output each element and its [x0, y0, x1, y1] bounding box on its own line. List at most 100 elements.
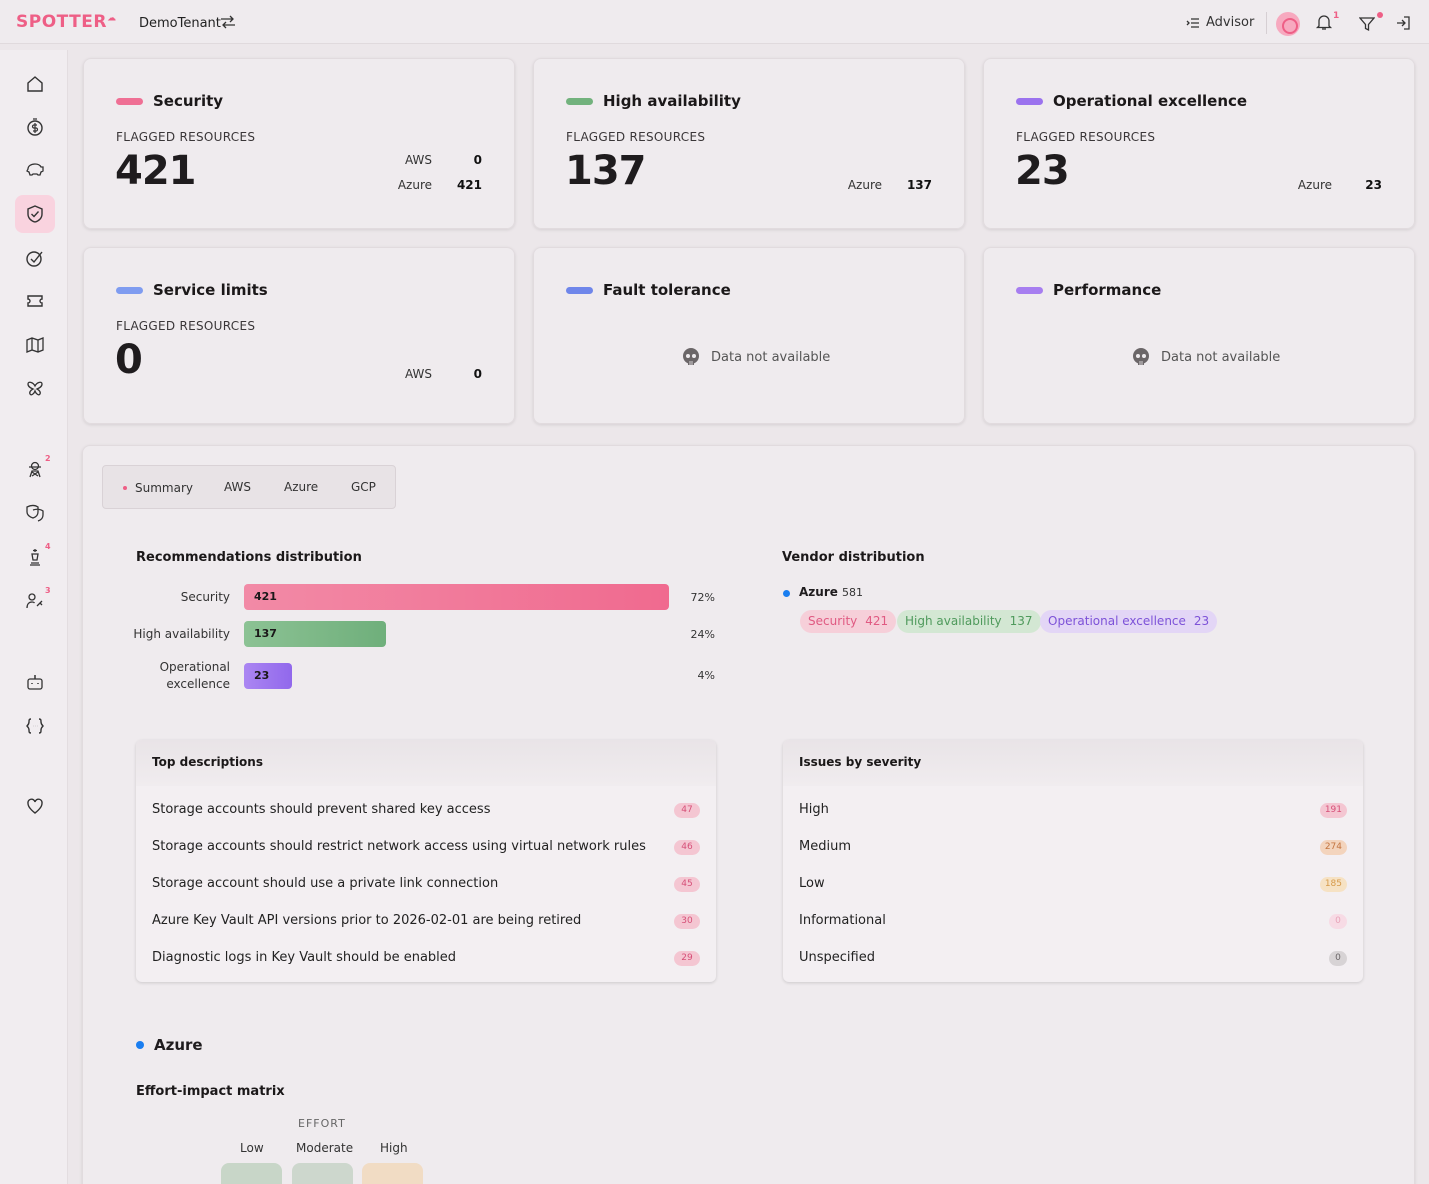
- chip-operational-excellence[interactable]: Operational excellence 23: [1040, 610, 1218, 633]
- list-item[interactable]: High 191: [799, 802, 1347, 822]
- chess-icon: [30, 549, 40, 566]
- chip-high-availability[interactable]: High availability 137: [897, 610, 1041, 633]
- card-title: Security: [116, 92, 223, 110]
- skull-icon: [1133, 348, 1149, 365]
- robot-icon: [27, 675, 43, 690]
- sidebar-item-access[interactable]: 3: [15, 582, 55, 620]
- chip-security[interactable]: Security 421: [800, 610, 897, 633]
- bar-operational-excellence[interactable]: 23: [244, 663, 292, 689]
- sidebar-item-savings[interactable]: [15, 151, 55, 189]
- ticket-icon: [27, 295, 43, 307]
- azure-dot: [136, 1041, 144, 1049]
- issues-by-severity-title: Issues by severity: [783, 740, 1363, 786]
- list-item[interactable]: Diagnostic logs in Key Vault should be e…: [152, 950, 700, 970]
- list-item[interactable]: Medium 274: [799, 839, 1347, 859]
- matrix-cell[interactable]: [362, 1163, 423, 1184]
- bell-icon[interactable]: [1315, 13, 1333, 31]
- filter-icon[interactable]: [1359, 16, 1375, 32]
- sidebar-item-map[interactable]: [15, 326, 55, 364]
- list-item[interactable]: Azure Key Vault API versions prior to 20…: [152, 913, 700, 933]
- card-operational-excellence[interactable]: Operational excellence FLAGGED RESOURCES…: [983, 58, 1415, 229]
- count-badge: 191: [1319, 803, 1347, 818]
- matrix-cell[interactable]: [221, 1163, 282, 1184]
- sidebar-item-chess[interactable]: 4: [15, 538, 55, 576]
- count-badge: 46: [674, 840, 700, 855]
- flagged-label: FLAGGED RESOURCES: [116, 319, 256, 333]
- spotter-logo[interactable]: SPOTTER☁: [16, 12, 117, 32]
- sidebar-item-cost[interactable]: [15, 108, 55, 146]
- sidebar-badge: 2: [45, 454, 51, 463]
- sidebar-item-agent[interactable]: 2: [15, 450, 55, 488]
- list-item[interactable]: Storage account should use a private lin…: [152, 876, 700, 896]
- sidebar-badge: 4: [45, 542, 51, 551]
- flagged-label: FLAGGED RESOURCES: [116, 130, 256, 144]
- bar-percent: 4%: [697, 669, 715, 682]
- list-item[interactable]: Informational 0: [799, 913, 1347, 933]
- sidebar-item-home[interactable]: [15, 65, 55, 103]
- list-item[interactable]: Storage accounts should restrict network…: [152, 839, 700, 859]
- switch-tenant-icon[interactable]: [219, 15, 237, 29]
- card-performance[interactable]: Performance Data not available: [983, 247, 1415, 424]
- bar-security[interactable]: 421: [244, 584, 669, 610]
- card-service-limits[interactable]: Service limits FLAGGED RESOURCES 0 AWS 0: [83, 247, 515, 424]
- top-bar: SPOTTER☁ DemoTenant Advisor 1: [0, 0, 1429, 44]
- card-security[interactable]: Security FLAGGED RESOURCES 421 AWS 0 Azur…: [83, 58, 515, 229]
- category-color-pill: [116, 286, 143, 294]
- sidebar-item-butterfly[interactable]: [15, 370, 55, 408]
- sidebar-item-goals[interactable]: [15, 239, 55, 277]
- card-title: Operational excellence: [1016, 92, 1247, 110]
- money-icon: [27, 118, 43, 136]
- matrix-cell[interactable]: [292, 1163, 353, 1184]
- tab-aws[interactable]: AWS: [224, 480, 252, 494]
- category-color-pill: [1016, 286, 1043, 294]
- effort-level-high: High: [380, 1141, 408, 1155]
- advisor-button[interactable]: Advisor: [1186, 15, 1254, 30]
- card-title: High availability: [566, 92, 741, 110]
- shield-check-icon: [27, 205, 43, 223]
- category-color-pill: [1016, 97, 1043, 105]
- tab-azure[interactable]: Azure: [284, 480, 319, 494]
- effort-axis-label: EFFORT: [298, 1117, 346, 1130]
- user-key-icon: [26, 593, 43, 609]
- flagged-label: FLAGGED RESOURCES: [566, 130, 706, 144]
- sidebar-item-masks[interactable]: [15, 494, 55, 532]
- topbar-divider: [1266, 12, 1267, 34]
- card-title: Fault tolerance: [566, 281, 731, 299]
- bar-high-availability[interactable]: 137: [244, 621, 386, 647]
- active-tab-indicator: [123, 486, 127, 490]
- sidebar-item-automation[interactable]: [15, 663, 55, 701]
- sidebar-item-tickets[interactable]: [15, 282, 55, 320]
- tenant-name[interactable]: DemoTenant: [139, 16, 221, 31]
- summary-panel: Summary AWS Azure GCP Recommendations di…: [82, 445, 1415, 1184]
- flagged-total: 137: [565, 148, 646, 194]
- tab-summary[interactable]: Summary: [135, 481, 193, 495]
- user-avatar[interactable]: [1276, 12, 1300, 36]
- flagged-total: 421: [115, 148, 196, 194]
- flagged-total: 0: [115, 337, 143, 383]
- target-check-icon: [26, 251, 43, 267]
- count-badge: 274: [1319, 840, 1347, 855]
- recommendations-distribution-title: Recommendations distribution: [136, 550, 362, 565]
- azure-section-title: Azure: [154, 1036, 203, 1054]
- list-item[interactable]: Unspecified 0: [799, 950, 1347, 970]
- filter-active-dot: [1377, 12, 1383, 18]
- skull-icon: [683, 348, 699, 365]
- top-descriptions-title: Top descriptions: [136, 740, 716, 786]
- list-item[interactable]: Low 185: [799, 876, 1347, 896]
- category-color-pill: [116, 97, 143, 105]
- card-fault-tolerance[interactable]: Fault tolerance Data not available: [533, 247, 965, 424]
- card-high-availability[interactable]: High availability FLAGGED RESOURCES 137 …: [533, 58, 965, 229]
- vendor-distribution-title: Vendor distribution: [782, 550, 925, 565]
- sidebar-item-advisor[interactable]: [15, 195, 55, 233]
- code-braces-icon: [26, 718, 44, 734]
- bar-label: Operational excellence: [159, 660, 230, 691]
- sidebar-item-favorites[interactable]: [15, 787, 55, 825]
- butterfly-icon: [27, 381, 43, 396]
- tab-gcp[interactable]: GCP: [351, 480, 376, 494]
- card-title: Service limits: [116, 281, 268, 299]
- sidebar-item-api[interactable]: [15, 707, 55, 745]
- list-item[interactable]: Storage accounts should prevent shared k…: [152, 802, 700, 822]
- count-badge: 45: [674, 877, 700, 892]
- logout-icon[interactable]: [1395, 15, 1411, 31]
- no-data-message: Data not available: [681, 347, 830, 367]
